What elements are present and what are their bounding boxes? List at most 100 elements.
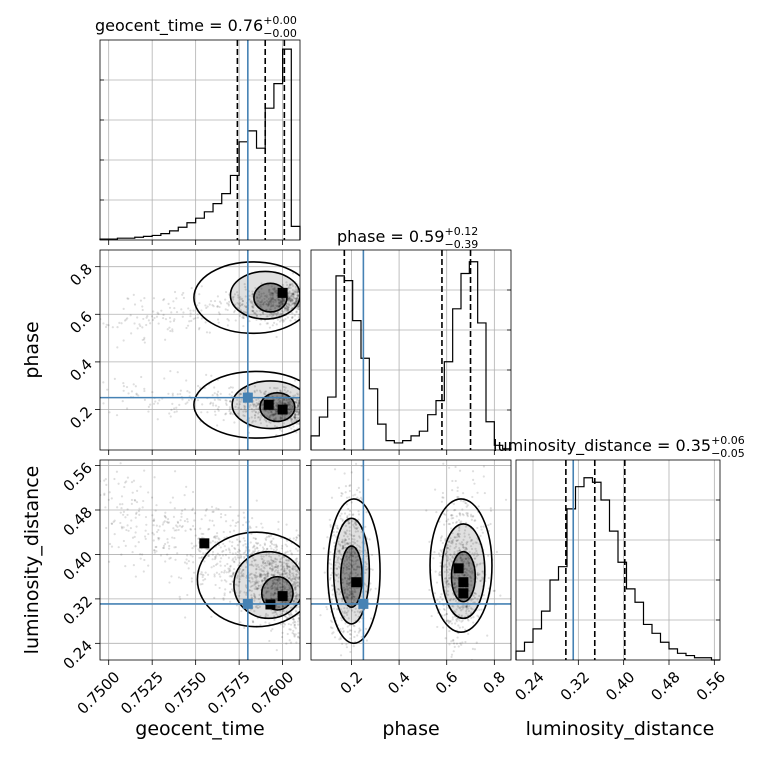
sample-point (283, 307, 287, 310)
sample-point (264, 564, 267, 567)
sample-point (272, 413, 275, 416)
sample-point (350, 563, 353, 566)
sample-point (337, 556, 340, 559)
sample-point (365, 551, 368, 555)
sample-point (350, 566, 353, 569)
sample-point (461, 543, 464, 547)
sample-point (233, 560, 236, 563)
sample-point (255, 499, 258, 502)
sample-point (232, 572, 236, 575)
sample-point (184, 616, 187, 619)
sample-point (336, 608, 339, 611)
sample-point (348, 594, 351, 597)
sample-point (235, 402, 239, 406)
sample-point (464, 571, 467, 574)
sample-point (265, 299, 269, 302)
sample-point (443, 585, 447, 589)
sample-point (351, 593, 354, 596)
sample-point (343, 607, 346, 610)
sample-point (283, 306, 287, 310)
sample-point (285, 523, 288, 526)
sample-point (443, 614, 446, 617)
sample-point (344, 485, 348, 488)
sample-point (252, 303, 255, 306)
sample-point (271, 292, 274, 295)
sample-point (111, 326, 114, 329)
sample-point (198, 556, 201, 560)
sample-point (467, 569, 471, 572)
sample-point (279, 601, 283, 604)
sample-point (436, 625, 439, 629)
sample-point (152, 539, 155, 542)
sample-point (155, 524, 158, 527)
sample-point (263, 573, 266, 576)
sample-point (252, 310, 255, 313)
sample-point (268, 301, 271, 304)
sample-point (478, 573, 481, 576)
sample-point (274, 312, 277, 315)
sample-point (287, 403, 290, 406)
sample-point (332, 530, 335, 534)
sample-point (456, 549, 459, 553)
sample-point (288, 408, 292, 411)
sample-point (183, 494, 186, 497)
sample-point (189, 312, 192, 315)
sample-point (346, 596, 349, 599)
sample-point (268, 535, 271, 538)
sample-point (341, 547, 344, 550)
sample-point (470, 538, 473, 541)
x-tick-label: 0.24 (511, 668, 547, 704)
sample-point (141, 308, 144, 312)
sample-point (462, 543, 465, 546)
sample-point (292, 537, 295, 540)
sample-point (213, 573, 216, 576)
sample-point (230, 395, 233, 398)
sample-point (276, 588, 279, 591)
sample-point (272, 314, 275, 317)
sample-point (125, 407, 129, 410)
sample-point (127, 392, 130, 395)
sample-point (271, 294, 274, 297)
sample-point (287, 299, 290, 302)
sample-point (340, 491, 343, 495)
sample-point (107, 498, 110, 501)
sample-point (464, 525, 468, 528)
sample-point (458, 549, 461, 552)
sample-point (292, 632, 295, 636)
sample-point (267, 572, 270, 575)
sample-point (280, 301, 283, 304)
sample-point (289, 611, 292, 614)
sample-point (287, 565, 290, 568)
sample-point (290, 407, 293, 411)
sample-point (189, 528, 192, 531)
sample-point (268, 562, 271, 566)
sample-point (436, 598, 439, 601)
sample-point (277, 305, 280, 308)
sample-point (239, 540, 242, 543)
sample-point (279, 401, 282, 405)
sample-point (504, 498, 508, 501)
sample-point (288, 283, 292, 286)
sample-point (277, 402, 280, 405)
sample-point (182, 296, 186, 300)
sample-point (350, 564, 354, 567)
sample-point (211, 553, 214, 556)
sample-point (205, 331, 209, 334)
sample-point (215, 532, 219, 535)
sample-point (292, 301, 295, 305)
sample-point (336, 559, 339, 562)
sample-point (285, 617, 289, 620)
sample-point (268, 293, 271, 296)
sample-point (271, 297, 274, 301)
sample-point (141, 326, 144, 329)
sample-point (171, 536, 174, 539)
sample-point (475, 641, 478, 644)
sample-point (269, 301, 273, 304)
sample-point (124, 565, 127, 568)
sample-point (345, 529, 349, 532)
sample-point (255, 565, 258, 568)
sample-point (365, 568, 368, 571)
sample-point (451, 616, 454, 619)
sample-point (446, 543, 449, 547)
sample-point (475, 563, 478, 566)
